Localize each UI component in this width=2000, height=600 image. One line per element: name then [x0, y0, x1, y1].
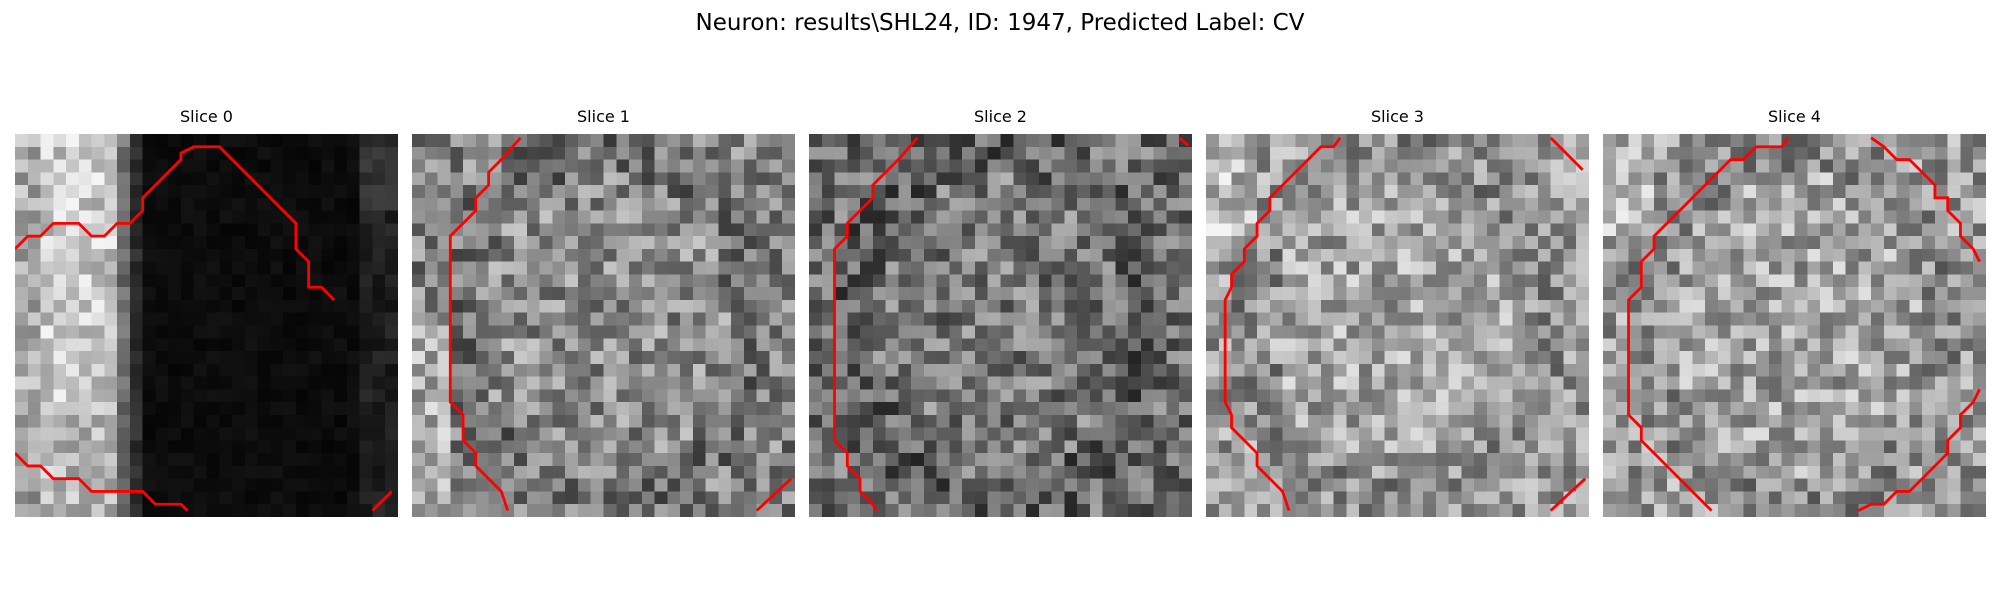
contour-line [1223, 137, 1342, 512]
pixel-grid [1206, 134, 1589, 517]
slice-title: Slice 2 [974, 107, 1027, 126]
pixel-grid [1603, 134, 1986, 517]
figure-title: Neuron: results\SHL24, ID: 1947, Predict… [695, 10, 1305, 36]
contour-line [371, 490, 393, 512]
slice-panel-2: Slice 2 [809, 106, 1192, 517]
contour-line [15, 145, 336, 301]
contour-line [15, 452, 189, 512]
slice-title: Slice 4 [1768, 107, 1821, 126]
slice-image-2 [809, 134, 1192, 517]
contour-line [755, 477, 793, 512]
contour-line [1178, 136, 1190, 147]
contour-line [1627, 137, 1790, 512]
pixel-grid [15, 134, 398, 517]
slice-panel-4: Slice 4 [1603, 106, 1986, 517]
slice-image-3 [1206, 134, 1589, 517]
slice-image-4 [1603, 134, 1986, 517]
contour-line [448, 136, 522, 512]
pixel-grid [809, 134, 1192, 517]
contour-line [1549, 477, 1587, 512]
contour-line [833, 136, 919, 512]
contour-line [1549, 136, 1584, 171]
pixel-grid [412, 134, 795, 517]
slice-title: Slice 1 [577, 107, 630, 126]
slice-panel-0: Slice 0 [15, 106, 398, 517]
slice-title: Slice 3 [1371, 107, 1424, 126]
slice-panel-3: Slice 3 [1206, 106, 1589, 517]
slice-image-1 [412, 134, 795, 517]
slice-image-0 [15, 134, 398, 517]
contour-line [1857, 388, 1981, 512]
contour-line [1870, 136, 1981, 263]
slice-panel-1: Slice 1 [412, 106, 795, 517]
slice-title: Slice 0 [180, 107, 233, 126]
